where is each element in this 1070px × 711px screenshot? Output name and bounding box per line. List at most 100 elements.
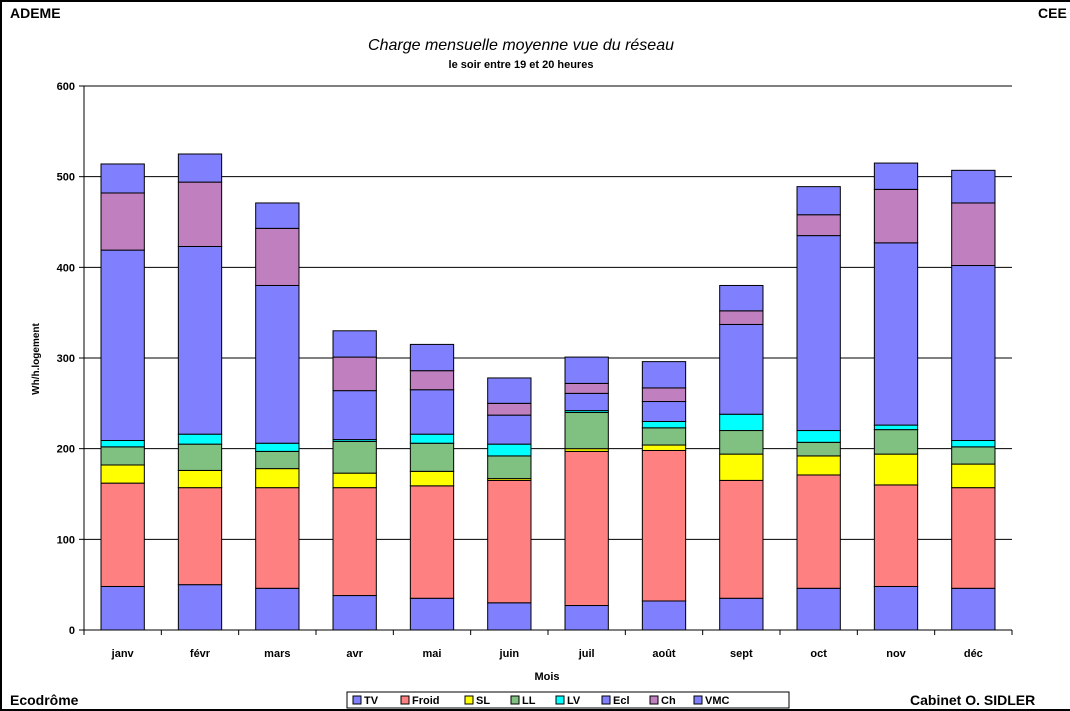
bar-segment-tv: [100, 585, 145, 631]
x-tick-label: mars: [264, 648, 290, 660]
bar-segment-tv: [719, 597, 764, 631]
bar-segment-sl: [332, 472, 377, 489]
bar-segment-ecl: [796, 235, 841, 432]
bar-segment-lv: [487, 443, 532, 457]
bar-segment-ll: [255, 450, 300, 470]
bar-segment-ll: [332, 440, 377, 474]
y-tick-label: 200: [57, 444, 75, 456]
x-tick-label: nov: [886, 648, 906, 660]
bar-segment-ch: [487, 402, 532, 416]
bar-segment-sl: [719, 453, 764, 481]
bar-segment-lv: [796, 430, 841, 443]
legend-entry-lv: LV: [567, 695, 581, 707]
x-tick-label: sept: [730, 648, 753, 660]
bar-segment-ch: [100, 192, 145, 251]
header-left-label: ADEME: [10, 5, 61, 21]
chart-subtitle: le soir entre 19 et 20 heures: [449, 59, 594, 71]
x-tick-labels: janv févr mars avr mai juin juil août sept oct nov…: [83, 630, 1013, 660]
bar-segment-vmc: [255, 202, 300, 229]
x-tick-label: avr: [346, 648, 363, 660]
bar-segment-sl: [641, 444, 687, 451]
bar-segment-froid: [255, 487, 300, 589]
footer-left-label: Ecodrôme: [10, 692, 79, 708]
bar-segment-froid: [719, 479, 764, 599]
bar-segment-lv: [641, 420, 687, 429]
legend-swatch-vmc: [693, 695, 703, 705]
y-tick-label: 100: [57, 534, 75, 546]
legend-entry-tv: TV: [364, 695, 379, 707]
bar-segment-ecl: [873, 242, 919, 426]
bar-segment-ch: [641, 387, 687, 403]
bar-segment-froid: [177, 487, 223, 586]
legend-swatch-lv: [555, 695, 565, 705]
y-axis-label: Wh/h.logement: [31, 323, 42, 395]
legend-swatch-sl: [464, 695, 474, 705]
bar-segment-froid: [796, 474, 841, 589]
bar-segment-ecl: [487, 414, 532, 445]
bar-segment-ecl: [409, 389, 455, 435]
bar-segment-ll: [100, 446, 145, 466]
bar-segment-tv: [641, 600, 687, 631]
bar-segment-sl: [796, 455, 841, 476]
gridlines: [84, 85, 1012, 540]
bar-segment-froid: [100, 482, 145, 587]
bar-segment-vmc: [177, 153, 223, 183]
legend-swatch-ch: [649, 695, 659, 705]
y-tick-label: 500: [57, 172, 75, 184]
bar-segment-vmc: [564, 356, 609, 384]
bar-segment-ecl: [951, 265, 996, 442]
bar-segment-vmc: [100, 163, 145, 194]
bar-segment-ll: [951, 446, 996, 465]
bar-segment-froid: [873, 484, 919, 587]
legend-swatch-froid: [400, 695, 410, 705]
bar-segment-ll: [873, 429, 919, 455]
bars: [100, 153, 996, 631]
bar-segment-lv: [873, 424, 919, 431]
header-right-label: CEE: [1038, 5, 1067, 21]
legend-entry-froid: Froid: [412, 695, 440, 707]
bar-segment-ch: [719, 310, 764, 325]
bar-segment-sl: [873, 453, 919, 486]
y-tick-labels: 0 100 200 300 400 500 600: [57, 81, 84, 637]
x-tick-label: juin: [499, 648, 520, 660]
bar-segment-ch: [951, 202, 996, 267]
bar-segment-tv: [873, 585, 919, 631]
bar-segment-froid: [487, 479, 532, 604]
x-tick-label: déc: [964, 648, 983, 660]
bar-segment-vmc: [719, 284, 764, 312]
x-tick-label: oct: [810, 648, 827, 660]
footer-right-label: Cabinet O. SIDLER: [910, 692, 1036, 708]
bar-segment-tv: [177, 584, 223, 631]
legend-box: [346, 691, 790, 709]
bar-segment-ecl: [177, 245, 223, 435]
x-tick-label: août: [652, 648, 676, 660]
bar-segment-ll: [177, 443, 223, 471]
legend: TV Froid SL LL LV Ecl Ch VMC: [346, 691, 790, 709]
bar-segment-ch: [332, 356, 377, 392]
bar-segment-ll: [487, 455, 532, 480]
bar-segment-tv: [796, 587, 841, 631]
bar-segment-lv: [719, 413, 764, 432]
bar-segment-ecl: [255, 284, 300, 444]
bar-segment-ecl: [564, 392, 609, 412]
bar-segment-ecl: [641, 401, 687, 422]
bar-segment-lv: [100, 440, 145, 448]
bar-segment-vmc: [409, 343, 455, 372]
bar-segment-froid: [641, 449, 687, 602]
legend-swatch-ll: [510, 695, 520, 705]
bar-segment-lv: [177, 433, 223, 445]
bar-segment-tv: [487, 602, 532, 631]
bar-segment-tv: [409, 597, 455, 631]
y-tick-label: 0: [69, 625, 75, 637]
bar-segment-lv: [255, 442, 300, 452]
bar-segment-froid: [409, 485, 455, 599]
bar-segment-sl: [255, 468, 300, 489]
legend-entry-vmc: VMC: [705, 695, 730, 707]
bar-segment-froid: [332, 487, 377, 597]
bar-segment-lv: [409, 433, 455, 444]
y-tick-label: 400: [57, 262, 75, 274]
bar-segment-ll: [719, 430, 764, 455]
bar-segment-ll: [409, 442, 455, 472]
